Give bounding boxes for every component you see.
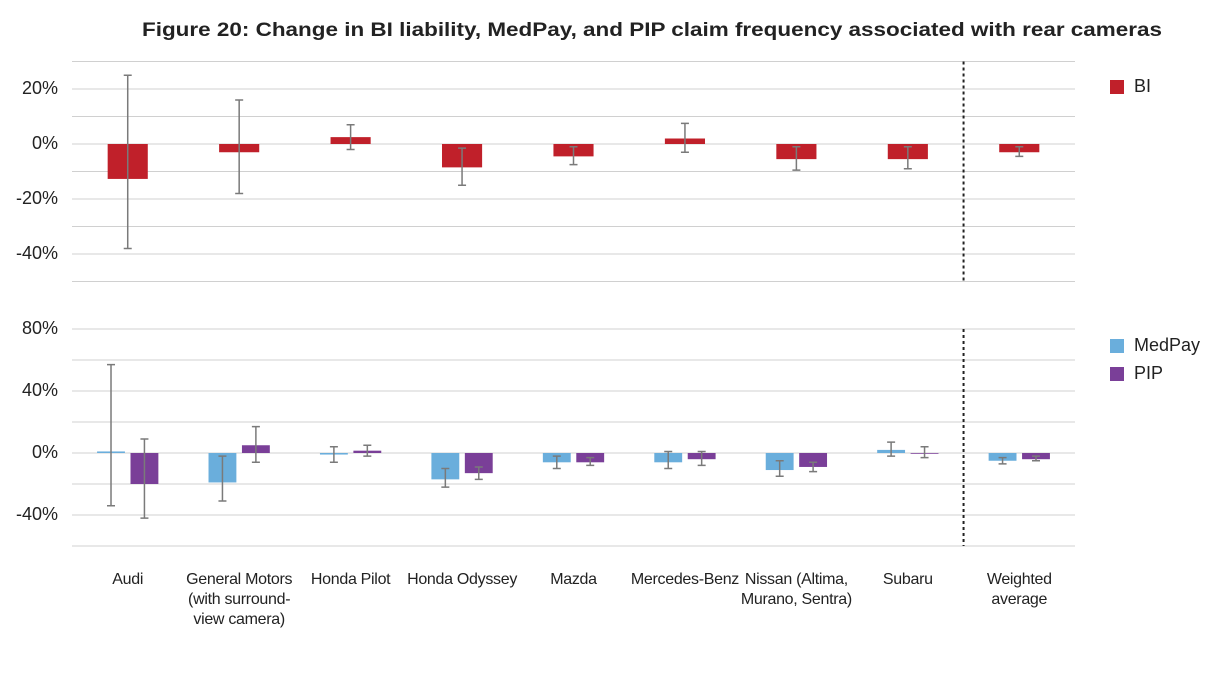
error-bar <box>363 444 372 457</box>
error-bar <box>903 146 912 170</box>
x-tick-label: Audi <box>112 571 144 588</box>
x-tick-label: Honda Pilot <box>310 571 391 588</box>
y-tick-label: -20% <box>16 188 58 208</box>
y-tick-label: 40% <box>22 380 58 400</box>
error-bar <box>235 99 244 195</box>
bar <box>799 453 828 467</box>
error-bar <box>680 122 689 153</box>
error-bar <box>887 441 896 457</box>
x-tick-label: Subaru <box>882 571 933 588</box>
legend-swatch <box>1110 339 1124 353</box>
legend-label: PIP <box>1134 363 1163 383</box>
error-bar <box>346 124 355 151</box>
error-bar <box>809 461 818 473</box>
error-bar <box>458 147 467 186</box>
y-tick-label: 80% <box>22 318 58 338</box>
error-bar <box>775 460 784 477</box>
chart-title: Figure 20: Change in BI liability, MedPa… <box>142 20 1162 41</box>
error-bar <box>1031 455 1040 462</box>
error-bar <box>697 450 706 467</box>
y-tick-label: -40% <box>16 243 58 263</box>
error-bar <box>920 446 929 459</box>
error-bar <box>441 467 450 488</box>
error-bar <box>552 455 561 470</box>
y-tick-label: 20% <box>22 78 58 98</box>
error-bar <box>107 363 116 507</box>
error-bar <box>1015 146 1024 158</box>
x-tick-label: General Motors (with surround-view camer… <box>186 571 293 628</box>
x-tick-label: Mazda <box>550 571 597 588</box>
error-bar <box>998 456 1007 465</box>
error-bar <box>123 74 132 250</box>
error-bar <box>251 425 260 464</box>
x-tick-label: Mercedes-Benz <box>630 571 740 588</box>
error-bar <box>586 456 595 467</box>
x-tick-label: Nissan (Altima, Murano, Sentra) <box>740 571 852 608</box>
error-bar <box>218 455 227 502</box>
legend-label: MedPay <box>1134 335 1200 355</box>
error-bar <box>474 466 483 481</box>
x-tick-label: Weighted average <box>986 571 1052 608</box>
y-tick-label: -40% <box>16 504 58 524</box>
error-bar <box>569 146 578 166</box>
x-tick-label: Honda Odyssey <box>407 571 518 588</box>
bar <box>988 453 1017 461</box>
legend-swatch <box>1110 367 1124 381</box>
legend-swatch <box>1110 80 1124 94</box>
error-bar <box>140 438 149 519</box>
bar <box>464 453 493 474</box>
error-bar <box>329 446 338 464</box>
y-tick-label: 0% <box>32 133 58 153</box>
error-bar <box>792 146 801 171</box>
error-bar <box>664 450 673 470</box>
y-tick-label: 0% <box>32 442 58 462</box>
legend-label: BI <box>1134 76 1151 96</box>
